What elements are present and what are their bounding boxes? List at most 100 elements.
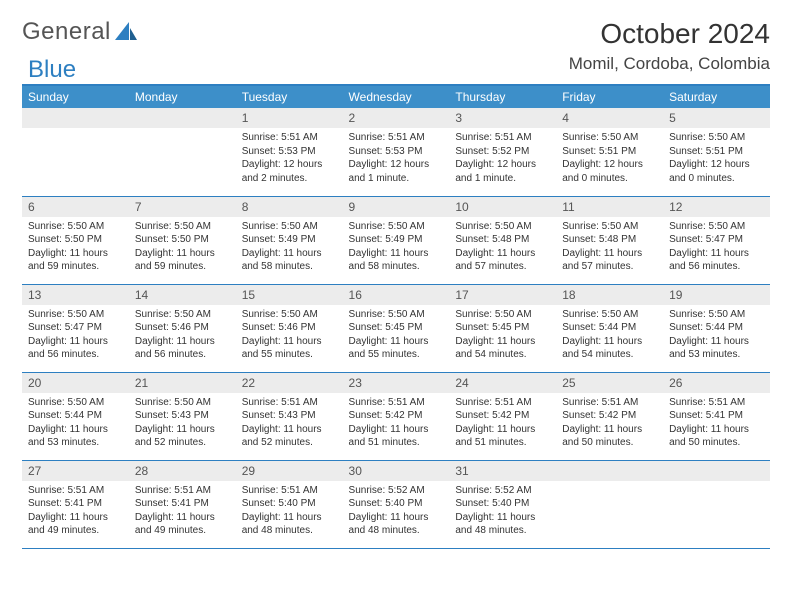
calendar-cell [129,108,236,196]
day-body: Sunrise: 5:52 AMSunset: 5:40 PMDaylight:… [343,481,450,542]
day-number: 17 [449,285,556,305]
day-body: Sunrise: 5:50 AMSunset: 5:50 PMDaylight:… [129,217,236,278]
weekday-header-row: SundayMondayTuesdayWednesdayThursdayFrid… [22,85,770,108]
calendar-cell: 8Sunrise: 5:50 AMSunset: 5:49 PMDaylight… [236,196,343,284]
day-number: 12 [663,197,770,217]
day-body: Sunrise: 5:50 AMSunset: 5:47 PMDaylight:… [663,217,770,278]
calendar-cell [663,460,770,548]
weekday-header: Thursday [449,85,556,108]
calendar-cell: 17Sunrise: 5:50 AMSunset: 5:45 PMDayligh… [449,284,556,372]
calendar-week-row: 1Sunrise: 5:51 AMSunset: 5:53 PMDaylight… [22,108,770,196]
calendar-week-row: 27Sunrise: 5:51 AMSunset: 5:41 PMDayligh… [22,460,770,548]
day-body: Sunrise: 5:50 AMSunset: 5:50 PMDaylight:… [22,217,129,278]
calendar-cell: 11Sunrise: 5:50 AMSunset: 5:48 PMDayligh… [556,196,663,284]
calendar-cell: 20Sunrise: 5:50 AMSunset: 5:44 PMDayligh… [22,372,129,460]
calendar-cell: 14Sunrise: 5:50 AMSunset: 5:46 PMDayligh… [129,284,236,372]
calendar-cell: 22Sunrise: 5:51 AMSunset: 5:43 PMDayligh… [236,372,343,460]
weekday-header: Sunday [22,85,129,108]
day-body: Sunrise: 5:51 AMSunset: 5:41 PMDaylight:… [129,481,236,542]
day-number-empty [129,108,236,128]
calendar-cell: 9Sunrise: 5:50 AMSunset: 5:49 PMDaylight… [343,196,450,284]
calendar-cell: 19Sunrise: 5:50 AMSunset: 5:44 PMDayligh… [663,284,770,372]
day-body: Sunrise: 5:50 AMSunset: 5:51 PMDaylight:… [663,128,770,189]
calendar-week-row: 13Sunrise: 5:50 AMSunset: 5:47 PMDayligh… [22,284,770,372]
calendar-cell [22,108,129,196]
day-number: 14 [129,285,236,305]
day-body: Sunrise: 5:51 AMSunset: 5:42 PMDaylight:… [343,393,450,454]
calendar-cell [556,460,663,548]
calendar-cell: 21Sunrise: 5:50 AMSunset: 5:43 PMDayligh… [129,372,236,460]
day-number: 15 [236,285,343,305]
calendar-cell: 25Sunrise: 5:51 AMSunset: 5:42 PMDayligh… [556,372,663,460]
day-body: Sunrise: 5:50 AMSunset: 5:43 PMDaylight:… [129,393,236,454]
day-number: 5 [663,108,770,128]
calendar-cell: 18Sunrise: 5:50 AMSunset: 5:44 PMDayligh… [556,284,663,372]
calendar-cell: 7Sunrise: 5:50 AMSunset: 5:50 PMDaylight… [129,196,236,284]
day-number: 19 [663,285,770,305]
day-body: Sunrise: 5:50 AMSunset: 5:46 PMDaylight:… [129,305,236,366]
day-number: 1 [236,108,343,128]
day-number: 2 [343,108,450,128]
day-body: Sunrise: 5:50 AMSunset: 5:48 PMDaylight:… [556,217,663,278]
day-body: Sunrise: 5:50 AMSunset: 5:49 PMDaylight:… [236,217,343,278]
day-number: 16 [343,285,450,305]
day-number: 24 [449,373,556,393]
calendar-week-row: 20Sunrise: 5:50 AMSunset: 5:44 PMDayligh… [22,372,770,460]
calendar-table: SundayMondayTuesdayWednesdayThursdayFrid… [22,84,770,549]
day-body: Sunrise: 5:50 AMSunset: 5:45 PMDaylight:… [449,305,556,366]
calendar-cell: 31Sunrise: 5:52 AMSunset: 5:40 PMDayligh… [449,460,556,548]
day-number: 25 [556,373,663,393]
day-body: Sunrise: 5:50 AMSunset: 5:44 PMDaylight:… [556,305,663,366]
day-number: 31 [449,461,556,481]
day-number-empty [556,461,663,481]
day-body: Sunrise: 5:51 AMSunset: 5:41 PMDaylight:… [22,481,129,542]
calendar-cell: 12Sunrise: 5:50 AMSunset: 5:47 PMDayligh… [663,196,770,284]
day-body: Sunrise: 5:51 AMSunset: 5:52 PMDaylight:… [449,128,556,189]
day-body: Sunrise: 5:50 AMSunset: 5:44 PMDaylight:… [22,393,129,454]
day-number-empty [22,108,129,128]
day-number: 10 [449,197,556,217]
day-body: Sunrise: 5:50 AMSunset: 5:48 PMDaylight:… [449,217,556,278]
day-body: Sunrise: 5:51 AMSunset: 5:53 PMDaylight:… [343,128,450,189]
calendar-cell: 29Sunrise: 5:51 AMSunset: 5:40 PMDayligh… [236,460,343,548]
day-number: 9 [343,197,450,217]
day-body: Sunrise: 5:50 AMSunset: 5:47 PMDaylight:… [22,305,129,366]
day-body: Sunrise: 5:50 AMSunset: 5:44 PMDaylight:… [663,305,770,366]
calendar-cell: 15Sunrise: 5:50 AMSunset: 5:46 PMDayligh… [236,284,343,372]
month-title: October 2024 [569,18,770,50]
day-number-empty [663,461,770,481]
calendar-cell: 30Sunrise: 5:52 AMSunset: 5:40 PMDayligh… [343,460,450,548]
logo: General [22,18,137,46]
calendar-cell: 2Sunrise: 5:51 AMSunset: 5:53 PMDaylight… [343,108,450,196]
calendar-cell: 3Sunrise: 5:51 AMSunset: 5:52 PMDaylight… [449,108,556,196]
header: General October 2024 Momil, Cordoba, Col… [22,18,770,74]
day-body: Sunrise: 5:50 AMSunset: 5:49 PMDaylight:… [343,217,450,278]
logo-word-1: General [22,18,111,46]
day-number: 21 [129,373,236,393]
calendar-cell: 24Sunrise: 5:51 AMSunset: 5:42 PMDayligh… [449,372,556,460]
day-body: Sunrise: 5:51 AMSunset: 5:41 PMDaylight:… [663,393,770,454]
day-body: Sunrise: 5:51 AMSunset: 5:42 PMDaylight:… [556,393,663,454]
day-number: 20 [22,373,129,393]
day-number: 4 [556,108,663,128]
day-number: 13 [22,285,129,305]
day-body: Sunrise: 5:51 AMSunset: 5:43 PMDaylight:… [236,393,343,454]
day-number: 26 [663,373,770,393]
day-body: Sunrise: 5:52 AMSunset: 5:40 PMDaylight:… [449,481,556,542]
day-number: 29 [236,461,343,481]
title-block: October 2024 Momil, Cordoba, Colombia [569,18,770,74]
weekday-header: Friday [556,85,663,108]
day-body: Sunrise: 5:50 AMSunset: 5:51 PMDaylight:… [556,128,663,189]
calendar-cell: 6Sunrise: 5:50 AMSunset: 5:50 PMDaylight… [22,196,129,284]
weekday-header: Monday [129,85,236,108]
logo-word-2: Blue [28,56,76,83]
calendar-cell: 26Sunrise: 5:51 AMSunset: 5:41 PMDayligh… [663,372,770,460]
calendar-cell: 23Sunrise: 5:51 AMSunset: 5:42 PMDayligh… [343,372,450,460]
calendar-cell: 28Sunrise: 5:51 AMSunset: 5:41 PMDayligh… [129,460,236,548]
day-number: 28 [129,461,236,481]
day-number: 7 [129,197,236,217]
day-body: Sunrise: 5:50 AMSunset: 5:45 PMDaylight:… [343,305,450,366]
weekday-header: Tuesday [236,85,343,108]
day-body: Sunrise: 5:51 AMSunset: 5:42 PMDaylight:… [449,393,556,454]
weekday-header: Saturday [663,85,770,108]
